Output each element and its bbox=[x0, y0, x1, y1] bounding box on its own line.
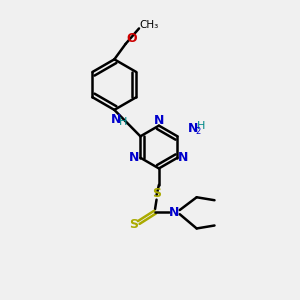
Text: N: N bbox=[129, 151, 140, 164]
Text: S: S bbox=[152, 187, 161, 200]
Text: O: O bbox=[127, 32, 137, 45]
Text: N: N bbox=[111, 113, 121, 126]
Text: S: S bbox=[129, 218, 138, 230]
Text: N: N bbox=[178, 151, 189, 164]
Text: N: N bbox=[169, 206, 180, 219]
Text: H: H bbox=[119, 117, 127, 127]
Text: N: N bbox=[154, 114, 164, 127]
Text: H: H bbox=[196, 121, 205, 131]
Text: N: N bbox=[188, 122, 198, 134]
Text: 2: 2 bbox=[195, 128, 200, 136]
Text: CH₃: CH₃ bbox=[140, 20, 159, 31]
